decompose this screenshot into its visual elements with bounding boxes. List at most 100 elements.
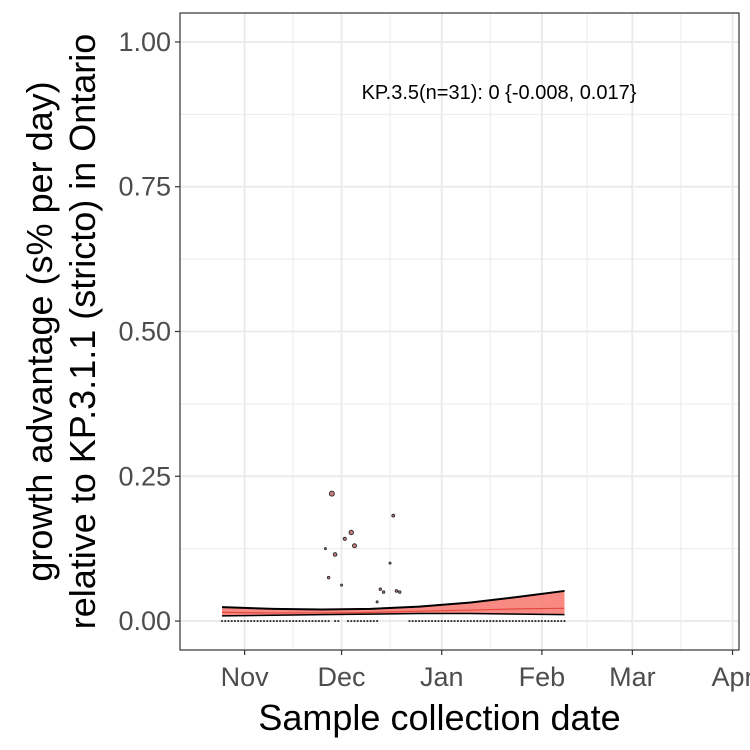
zero-point [337,619,340,623]
zero-point [376,619,379,623]
zero-point [285,619,288,623]
zero-point [550,619,553,623]
zero-point [547,619,550,623]
zero-point [437,619,440,623]
y-axis-title-line2: relative to KP.3.1.1 (stricto) in Ontari… [62,34,103,630]
zero-point [321,619,324,623]
zero-point [327,619,330,623]
zero-point [489,619,492,623]
zero-point [266,619,269,623]
data-point [375,600,379,604]
zero-point [476,619,479,623]
zero-point [518,619,521,623]
data-point [348,529,354,536]
zero-point [556,619,560,623]
zero-point [485,619,489,623]
data-point [398,590,402,594]
data-point [332,552,338,557]
zero-point [333,619,337,623]
zero-point [230,619,233,623]
zero-point [479,619,482,623]
zero-point [295,619,298,623]
data-point [394,589,399,593]
zero-point [269,619,272,623]
zero-point [298,619,301,623]
zero-point [301,619,304,623]
x-tick-label: Dec [318,662,366,692]
zero-point [259,619,262,623]
zero-point [356,619,359,623]
zero-point [508,619,511,623]
x-axis-ticks: Nov Dec Jan Feb Mar Apr [221,650,750,692]
zero-points-layer [220,619,566,623]
zero-point [240,619,243,623]
zero-point [544,619,547,623]
zero-point [324,619,327,623]
zero-point [430,619,434,623]
zero-point [411,619,414,623]
zero-point [314,619,317,623]
zero-point [466,619,469,623]
zero-point [262,619,266,623]
confidence-ribbon-layer [221,589,565,617]
zero-point [427,619,430,623]
zero-point [363,619,366,623]
data-point [381,590,386,594]
zero-point [560,619,563,623]
y-tick-label: 0.75 [118,172,171,202]
zero-point [246,619,249,623]
zero-point [279,619,282,623]
zero-point [514,619,518,623]
zero-point [456,619,459,623]
zero-point [253,619,256,623]
zero-point [434,619,437,623]
data-point [323,547,327,551]
model-annotation: KP.3.5(n=31): 0 {-0.008, 0.017} [362,82,637,104]
zero-point [424,619,427,623]
zero-point [440,619,443,623]
data-point [378,587,383,591]
data-point [391,513,396,518]
zero-point [291,619,295,623]
x-tick-label: Mar [609,662,656,692]
zero-point [498,619,501,623]
zero-point [460,619,463,623]
y-tick-label: 0.50 [118,317,171,347]
x-tick-label: Nov [221,662,270,692]
zero-point [492,619,495,623]
zero-point [227,619,230,623]
zero-point [243,619,246,623]
zero-point [350,619,353,623]
zero-point [450,619,453,623]
data-point [351,543,357,549]
zero-point [472,619,476,623]
zero-point [233,619,237,623]
zero-point [495,619,498,623]
zero-point [563,619,566,623]
zero-point [469,619,472,623]
zero-point [359,619,363,623]
zero-point [372,619,375,623]
zero-point [521,619,524,623]
zero-point [311,619,314,623]
data-point [340,583,344,587]
zero-point [275,619,279,623]
data-point [326,575,331,580]
zero-point [366,619,369,623]
zero-point [224,619,227,623]
y-tick-label: 0.00 [118,606,171,636]
zero-point [453,619,456,623]
data-point [342,536,347,541]
zero-point [369,619,372,623]
x-tick-label: Jan [420,662,464,692]
data-point [388,561,392,565]
zero-point [408,619,411,623]
zero-point [346,619,350,623]
zero-point [511,619,514,623]
zero-point [418,619,421,623]
fitted-line [221,607,565,614]
x-tick-label: Feb [519,662,566,692]
zero-point [463,619,466,623]
zero-point [220,619,224,623]
zero-point [237,619,240,623]
